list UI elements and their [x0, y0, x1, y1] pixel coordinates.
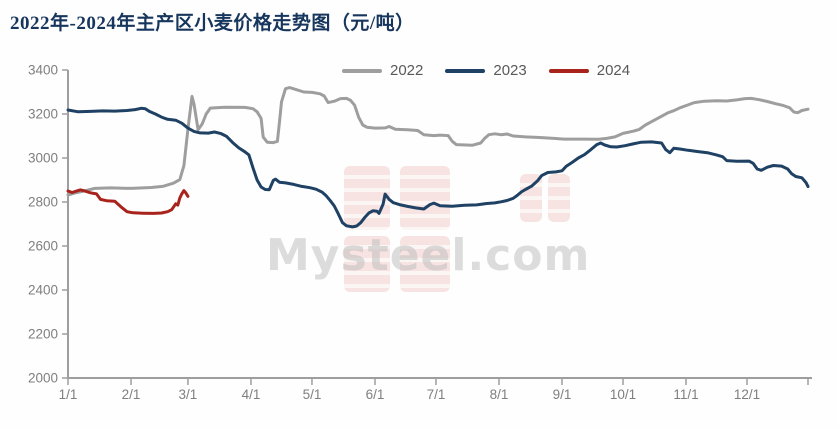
legend-item-2024: 2024	[548, 62, 631, 79]
x-axis-label: 6/1	[366, 387, 385, 402]
watermark-logo	[344, 166, 584, 296]
x-axis-label: 10/1	[610, 387, 636, 402]
y-axis-label: 3400	[28, 63, 58, 78]
legend-label-2024: 2024	[596, 62, 631, 79]
watermark-mysteel-text: Mysteel.com	[266, 230, 591, 281]
series-line-2022	[66, 86, 810, 197]
x-axis-label: 4/1	[242, 387, 261, 402]
legend-item-2023: 2023	[445, 62, 527, 79]
y-axis-label: 2000	[28, 371, 58, 386]
legend-item-2022: 2022	[342, 62, 423, 79]
legend-line-swatch-2024	[548, 68, 589, 73]
legend-label-2022: 2022	[390, 62, 424, 79]
series-line-2024	[66, 188, 190, 215]
y-axis-label: 3000	[28, 151, 58, 166]
x-axis-label: 3/1	[179, 387, 198, 402]
series-line-2023	[66, 106, 810, 229]
y-axis-label: 2200	[28, 327, 58, 342]
y-axis-label: 2400	[28, 283, 58, 298]
x-axis-label: 5/1	[303, 387, 322, 402]
watermark-logo-block	[400, 166, 450, 230]
x-axis-label: 12/1	[734, 387, 760, 402]
y-axis-label: 2600	[28, 239, 58, 254]
y-axis-label: 2800	[28, 195, 58, 210]
y-axis-label: 3200	[28, 107, 58, 122]
watermark-logo-block	[520, 174, 542, 222]
x-axis-label: 11/1	[673, 387, 698, 402]
x-axis-label: 7/1	[427, 387, 446, 402]
x-axis-label: 2/1	[122, 387, 141, 402]
legend-line-swatch-2023	[445, 68, 486, 73]
watermark-logo-block	[344, 236, 390, 292]
watermark-logo-block	[400, 236, 450, 292]
watermark-logo-block	[548, 174, 570, 222]
legend: 2022 2023 2024	[342, 62, 630, 79]
axis-lines	[67, 70, 812, 379]
watermark-logo-block	[344, 166, 390, 230]
x-axis-label: 9/1	[553, 387, 572, 402]
chart-title: 2022年-2024年主产区小麦价格走势图（元/吨）	[10, 13, 415, 34]
x-axis-label: 8/1	[490, 387, 509, 402]
x-axis-label: 1/1	[59, 387, 78, 402]
legend-label-2023: 2023	[493, 62, 527, 79]
legend-line-swatch-2022	[342, 68, 382, 73]
